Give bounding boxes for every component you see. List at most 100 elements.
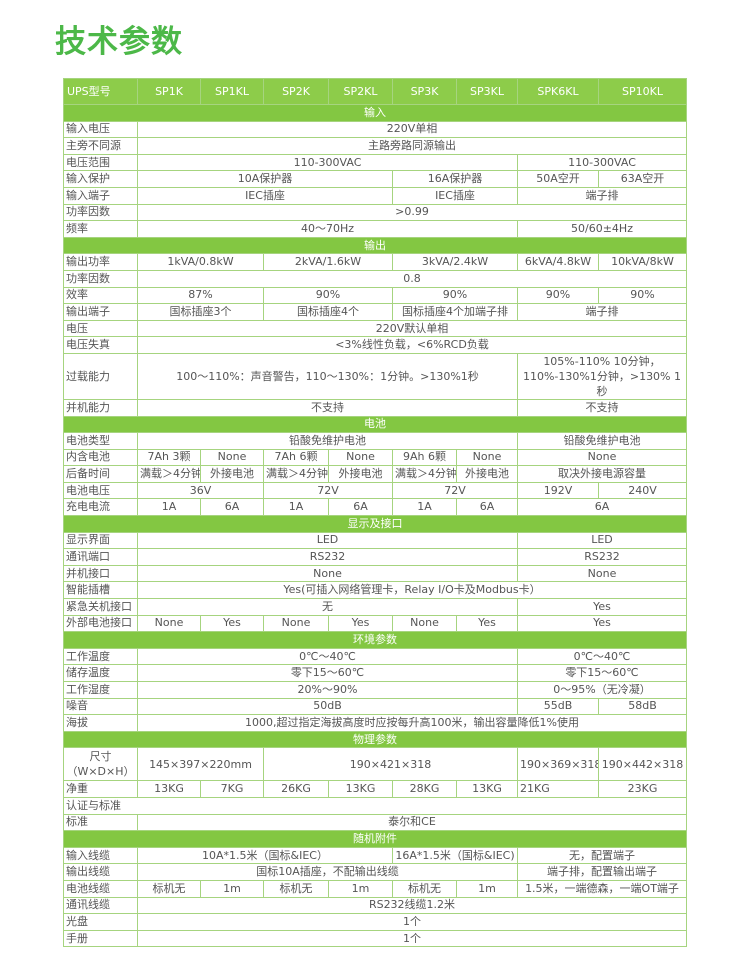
table-row: 后备时间 满载＞4分钟 外接电池 满载＞4分钟 外接电池 满载＞4分钟 外接电池 取决外接电源…: [63, 465, 687, 483]
table-row: 通讯线缆 RS232线缆1.2米: [63, 896, 687, 915]
row-value: 1m: [456, 879, 518, 898]
row-value: 90%: [517, 286, 599, 305]
row-value: Yes: [328, 614, 393, 633]
row-value: 3kVA/2.4kW: [392, 253, 518, 271]
row-value: 50A空开: [517, 170, 599, 188]
header-model: SP2K: [263, 78, 329, 105]
table-row: 输入端子 IEC插座 IEC插座 端子排: [63, 186, 687, 205]
row-value: 端子排，配置输出端子: [517, 863, 687, 881]
row-label: 工作温度: [63, 647, 138, 666]
row-value: 1.5米，一端德森，一端OT端子: [517, 879, 687, 898]
row-value: 16A保护器: [392, 170, 518, 188]
row-value: 无，配置端子: [517, 846, 687, 865]
row-value: Yes: [200, 614, 264, 633]
row-label: 输入端子: [63, 186, 138, 205]
row-label: 手册: [63, 929, 138, 948]
row-value: 23KG: [598, 780, 687, 798]
row-value: 1个: [137, 913, 687, 931]
row-value: RS232线缆1.2米: [137, 896, 687, 915]
row-value: Yes: [456, 614, 518, 633]
row-label: 内含电池: [63, 448, 138, 467]
header-model: SP2KL: [328, 78, 393, 105]
row-label: 输出线缆: [63, 863, 138, 881]
row-value: 7Ah 6颗: [263, 448, 329, 467]
table-row: 工作湿度 20%～90% 0～95%（无冷凝）: [63, 681, 687, 699]
row-value: 主路旁路同源输出: [137, 137, 687, 155]
row-value: 220V单相: [137, 120, 687, 139]
row-value: 满载＞4分钟: [263, 465, 329, 483]
row-label: 电池类型: [63, 432, 138, 450]
row-value: None: [200, 448, 264, 467]
row-value: 240V: [598, 481, 687, 500]
header-model: SP10KL: [598, 78, 687, 105]
table-row: 功率因数 >0.99: [63, 203, 687, 222]
row-label: 电池线缆: [63, 879, 138, 898]
row-value: 国标插座4个加端子排: [392, 303, 518, 321]
row-label: 海拔: [63, 714, 138, 732]
table-row: 通讯端口 RS232 RS232: [63, 548, 687, 566]
row-value: Yes(可插入网络管理卡，Relay I/O卡及Modbus卡）: [137, 581, 687, 600]
row-label: 电压: [63, 319, 138, 338]
row-label: 频率: [63, 220, 138, 238]
row-value: IEC插座: [137, 186, 393, 205]
table-row: 储存温度 零下15～60℃ 零下15～60℃: [63, 664, 687, 682]
row-value: 72V: [263, 481, 393, 500]
row-label: 尺寸（W×D×H）: [63, 747, 138, 782]
row-label: 输出端子: [63, 303, 138, 321]
row-label: 认证与标准: [63, 796, 138, 815]
row-value: 不支持: [517, 398, 687, 417]
section-header-row: 环境参数: [63, 631, 687, 649]
row-value: 标机无: [392, 879, 457, 898]
row-label: 通讯线缆: [63, 896, 138, 915]
row-label: 主旁不同源: [63, 137, 138, 155]
table-row: 外部电池接口 None Yes None Yes None Yes Yes: [63, 614, 687, 633]
section-title: 显示及接口: [63, 515, 687, 533]
row-value: 端子排: [517, 303, 687, 321]
row-value: 110-300VAC: [517, 153, 687, 172]
row-value: None: [137, 614, 201, 633]
row-value: 0～95%（无冷凝）: [517, 681, 687, 699]
table-row: 电池线缆 标机无 1m 标机无 1m 标机无 1m 1.5米，一端德森，一端OT端子: [63, 879, 687, 898]
header-label: UPS型号: [63, 78, 138, 105]
table-row: 噪音 50dB 55dB 58dB: [63, 697, 687, 716]
table-row: 过载能力 100～110%：声音警告，110～130%：1分钟。>130%1秒 10…: [63, 352, 687, 400]
row-value: 20%～90%: [137, 681, 518, 699]
row-value: LED: [137, 531, 518, 550]
row-label: 输入线缆: [63, 846, 138, 865]
row-value: 9Ah 6颗: [392, 448, 457, 467]
row-value: 50/60±4Hz: [517, 220, 687, 238]
row-value: 6kVA/4.8kW: [517, 253, 599, 271]
row-value: [137, 796, 687, 815]
row-value: 满载＞4分钟: [137, 465, 201, 483]
row-value: None: [263, 614, 329, 633]
table-row: 净重 13KG 7KG 26KG 13KG 28KG 13KG 21KG 23KG: [63, 780, 687, 798]
row-label: 效率: [63, 286, 138, 305]
header-model: SP1K: [137, 78, 201, 105]
row-label: 紧急关机接口: [63, 598, 138, 616]
row-value: 190×442×318: [598, 747, 687, 782]
header-model: SP3K: [392, 78, 457, 105]
row-label: 并机能力: [63, 398, 138, 417]
row-value: 13KG: [328, 780, 393, 798]
table-row: 光盘 1个: [63, 913, 687, 931]
table-row: 显示界面 LED LED: [63, 531, 687, 550]
row-value: 63A空开: [598, 170, 687, 188]
row-value: 50dB: [137, 697, 518, 716]
row-value: None: [517, 448, 687, 467]
row-value: 零下15～60℃: [137, 664, 518, 682]
row-value: 26KG: [263, 780, 329, 798]
row-label: 净重: [63, 780, 138, 798]
row-value: 13KG: [137, 780, 201, 798]
row-value: 无: [137, 598, 518, 616]
row-value: None: [456, 448, 518, 467]
row-label: 电压失真: [63, 336, 138, 354]
row-value: 铅酸免维护电池: [137, 432, 518, 450]
row-label: 后备时间: [63, 465, 138, 483]
row-label: 过载能力: [63, 352, 138, 400]
table-row: 输入电压 220V单相: [63, 120, 687, 139]
row-value: 1A: [392, 498, 457, 517]
row-value: 不支持: [137, 398, 518, 417]
row-value: 国标插座3个: [137, 303, 264, 321]
table-row: 紧急关机接口无 Yes: [63, 598, 687, 616]
section-header-row: 物理参数: [63, 730, 687, 749]
